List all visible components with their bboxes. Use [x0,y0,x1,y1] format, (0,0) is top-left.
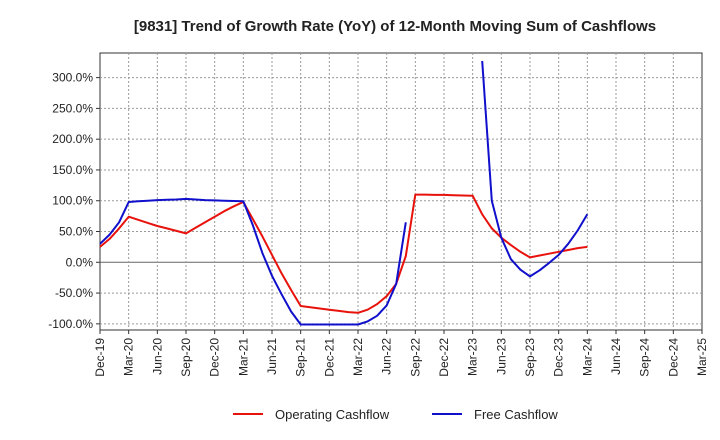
y-tick-label: 250.0% [52,101,93,115]
series-line-free-cashflow-2 [481,60,589,278]
x-tick-label: Mar-22 [351,338,365,376]
x-tick-label: Dec-19 [93,338,107,377]
x-tick-label: Dec-24 [666,338,680,377]
x-tick-label: Mar-23 [466,338,480,376]
y-tick-label: -100.0% [48,317,93,331]
x-tick-label: Dec-21 [322,338,336,377]
x-tick-label: Mar-25 [695,338,709,376]
plot-area [99,52,703,331]
x-tick-label: Jun-24 [609,338,623,375]
x-tick-label: Sep-22 [408,338,422,377]
x-axis: Dec-19 Mar-20 Jun-20 Sep-20 Dec-20 Mar-21 Jun-… [93,330,709,377]
x-tick-label: Sep-24 [638,338,652,377]
x-tick-label: Jun-23 [494,338,508,375]
y-tick-label: -50.0% [55,286,93,300]
y-tick-label: 50.0% [59,225,93,239]
y-tick-label: 100.0% [52,194,93,208]
series-line-operating-cashflow [99,193,588,314]
x-tick-label: Dec-22 [437,338,451,377]
x-tick-label: Mar-21 [236,338,250,376]
y-tick-label: 150.0% [52,163,93,177]
series-group [99,60,589,326]
x-tick-label: Jun-22 [380,338,394,375]
x-tick-label: Jun-21 [265,338,279,375]
series-line-free-cashflow [99,197,407,326]
y-tick-label: 0.0% [66,255,94,269]
x-tick-label: Sep-23 [523,338,537,377]
y-tick-label: 200.0% [52,132,93,146]
legend-label: Free Cashflow [474,407,558,422]
x-tick-label: Mar-20 [122,338,136,376]
x-tick-label: Mar-24 [580,338,594,376]
legend-label: Operating Cashflow [275,407,390,422]
chart-title: [9831] Trend of Growth Rate (YoY) of 12-… [134,18,656,35]
legend: Operating Cashflow Free Cashflow [233,407,558,422]
x-tick-label: Dec-23 [552,338,566,377]
x-tick-label: Jun-20 [150,338,164,375]
y-axis: 300.0% 250.0% 200.0% 150.0% 100.0% 50.0% 0.0% -… [48,71,100,331]
y-tick-label: 300.0% [52,71,93,85]
x-tick-label: Sep-21 [294,338,308,377]
x-tick-label: Dec-20 [208,338,222,377]
x-tick-label: Sep-20 [179,338,193,377]
